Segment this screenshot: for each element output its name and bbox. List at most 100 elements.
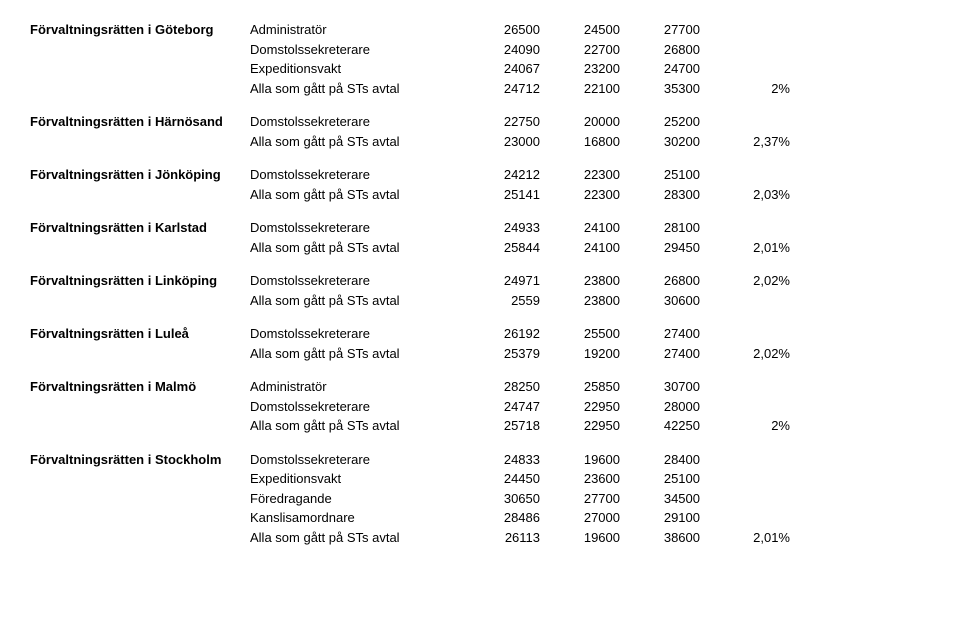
value-cell: 27700 [540, 489, 620, 509]
role-label: Alla som gått på STs avtal [250, 79, 460, 99]
value-cell: 16800 [540, 132, 620, 152]
percent-cell [700, 469, 790, 489]
percent-cell [700, 165, 790, 185]
table-row: Alla som gått på STs avtal25844241002945… [30, 238, 929, 258]
percent-cell [700, 324, 790, 344]
role-label: Alla som gått på STs avtal [250, 344, 460, 364]
court-name [30, 469, 250, 489]
percent-cell: 2,03% [700, 185, 790, 205]
role-label: Kanslisamordnare [250, 508, 460, 528]
value-cell: 22700 [540, 40, 620, 60]
table-row: Föredragande306502770034500 [30, 489, 929, 509]
table-row: Alla som gått på STs avtal23000168003020… [30, 132, 929, 152]
role-label: Alla som gått på STs avtal [250, 132, 460, 152]
table-row: Domstolssekreterare247472295028000 [30, 397, 929, 417]
table-row: Förvaltningsrätten i JönköpingDomstolsse… [30, 165, 929, 185]
value-cell: 23600 [540, 469, 620, 489]
court-name: Förvaltningsrätten i Luleå [30, 324, 250, 344]
group-separator [30, 257, 929, 271]
value-cell: 35300 [620, 79, 700, 99]
value-cell: 26800 [620, 271, 700, 291]
value-cell: 25141 [460, 185, 540, 205]
value-cell: 25718 [460, 416, 540, 436]
percent-cell [700, 508, 790, 528]
value-cell: 25500 [540, 324, 620, 344]
value-cell: 25379 [460, 344, 540, 364]
percent-cell [700, 218, 790, 238]
group-separator [30, 310, 929, 324]
role-label: Domstolssekreterare [250, 450, 460, 470]
court-name [30, 185, 250, 205]
court-name: Förvaltningsrätten i Härnösand [30, 112, 250, 132]
value-cell: 28300 [620, 185, 700, 205]
role-label: Domstolssekreterare [250, 397, 460, 417]
court-name [30, 59, 250, 79]
role-label: Domstolssekreterare [250, 271, 460, 291]
value-cell: 24100 [540, 238, 620, 258]
value-cell: 30200 [620, 132, 700, 152]
table-row: Förvaltningsrätten i MalmöAdministratör2… [30, 377, 929, 397]
value-cell: 26113 [460, 528, 540, 548]
value-cell: 25844 [460, 238, 540, 258]
value-cell: 30600 [620, 291, 700, 311]
court-name [30, 40, 250, 60]
role-label: Alla som gått på STs avtal [250, 416, 460, 436]
group-separator [30, 436, 929, 450]
percent-cell: 2,01% [700, 528, 790, 548]
role-label: Domstolssekreterare [250, 40, 460, 60]
percent-cell [700, 20, 790, 40]
percent-cell [700, 377, 790, 397]
value-cell: 25200 [620, 112, 700, 132]
table-row: Domstolssekreterare240902270026800 [30, 40, 929, 60]
percent-cell: 2,02% [700, 344, 790, 364]
value-cell: 29100 [620, 508, 700, 528]
role-label: Alla som gått på STs avtal [250, 238, 460, 258]
value-cell: 22100 [540, 79, 620, 99]
value-cell: 28400 [620, 450, 700, 470]
value-cell: 24067 [460, 59, 540, 79]
value-cell: 22750 [460, 112, 540, 132]
court-name: Förvaltningsrätten i Göteborg [30, 20, 250, 40]
value-cell: 19200 [540, 344, 620, 364]
court-name: Förvaltningsrätten i Jönköping [30, 165, 250, 185]
court-name [30, 508, 250, 528]
value-cell: 24933 [460, 218, 540, 238]
table-row: Alla som gått på STs avtal24712221003530… [30, 79, 929, 99]
value-cell: 23000 [460, 132, 540, 152]
value-cell: 28100 [620, 218, 700, 238]
table-row: Alla som gått på STs avtal25718229504225… [30, 416, 929, 436]
value-cell: 30700 [620, 377, 700, 397]
role-label: Administratör [250, 20, 460, 40]
role-label: Domstolssekreterare [250, 165, 460, 185]
percent-cell [700, 397, 790, 417]
value-cell: 24212 [460, 165, 540, 185]
value-cell: 38600 [620, 528, 700, 548]
value-cell: 22300 [540, 185, 620, 205]
role-label: Expeditionsvakt [250, 469, 460, 489]
percent-cell: 2% [700, 79, 790, 99]
role-label: Expeditionsvakt [250, 59, 460, 79]
table-row: Alla som gått på STs avtal26113196003860… [30, 528, 929, 548]
value-cell: 26800 [620, 40, 700, 60]
value-cell: 20000 [540, 112, 620, 132]
value-cell: 26500 [460, 20, 540, 40]
salary-table: Förvaltningsrätten i GöteborgAdministrat… [30, 20, 929, 561]
court-name [30, 132, 250, 152]
value-cell: 24712 [460, 79, 540, 99]
table-row: Alla som gått på STs avtal25592380030600 [30, 291, 929, 311]
value-cell: 22300 [540, 165, 620, 185]
table-row: Förvaltningsrätten i StockholmDomstolsse… [30, 450, 929, 470]
table-row: Förvaltningsrätten i LinköpingDomstolsse… [30, 271, 929, 291]
table-row: Förvaltningsrätten i GöteborgAdministrat… [30, 20, 929, 40]
percent-cell [700, 40, 790, 60]
court-name [30, 489, 250, 509]
court-name: Förvaltningsrätten i Karlstad [30, 218, 250, 238]
value-cell: 29450 [620, 238, 700, 258]
value-cell: 27700 [620, 20, 700, 40]
court-name [30, 528, 250, 548]
percent-cell: 2,02% [700, 271, 790, 291]
value-cell: 24450 [460, 469, 540, 489]
role-label: Administratör [250, 377, 460, 397]
role-label: Domstolssekreterare [250, 324, 460, 344]
value-cell: 26192 [460, 324, 540, 344]
